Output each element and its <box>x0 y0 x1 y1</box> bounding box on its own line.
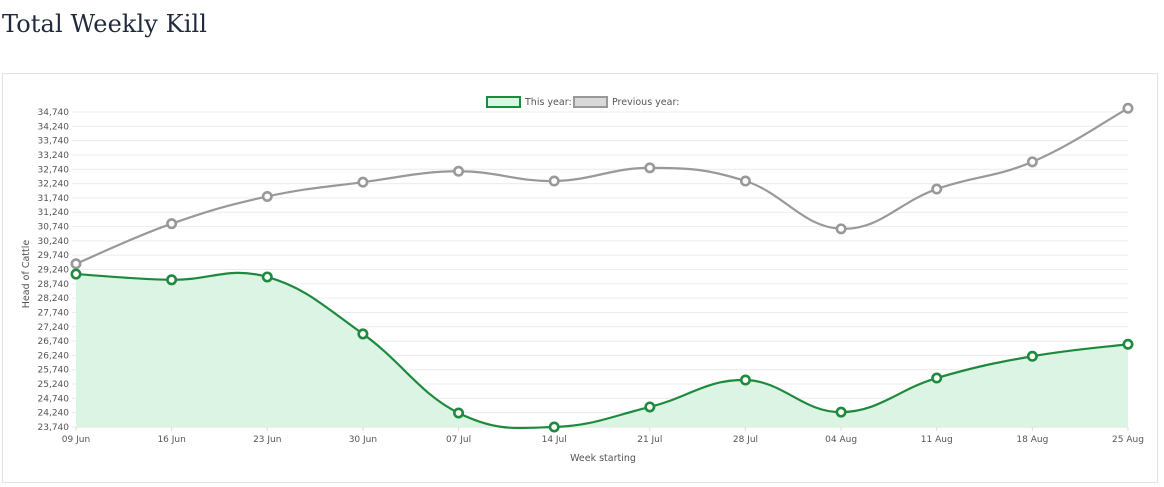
y-tick-label: 30,740 <box>38 223 70 233</box>
y-tick-label: 26,240 <box>38 351 70 361</box>
page-title: Total Weekly Kill <box>2 10 208 38</box>
previous-year-point <box>453 165 465 177</box>
previous-year-point <box>1122 102 1134 114</box>
this-year-point <box>835 406 847 418</box>
y-tick-label: 32,740 <box>38 165 70 175</box>
legend-item-this-year[interactable]: This year: <box>486 96 572 108</box>
y-tick-label: 28,240 <box>38 294 70 304</box>
legend-label-previous-year: Previous year: <box>612 97 679 108</box>
this-year-point <box>739 374 751 386</box>
y-tick-label: 29,740 <box>38 251 70 261</box>
previous-year-point <box>835 223 847 235</box>
y-tick-label: 28,740 <box>38 280 70 290</box>
x-tick-label: 23 Jun <box>253 435 281 445</box>
x-tick-label: 09 Jun <box>62 435 90 445</box>
y-tick-label: 24,740 <box>38 394 70 404</box>
y-tick-label: 31,740 <box>38 194 70 204</box>
x-tick-label: 16 Jun <box>157 435 185 445</box>
y-tick-label: 27,240 <box>38 323 70 333</box>
legend-swatch-previous-year <box>573 96 608 108</box>
this-year-point <box>166 274 178 286</box>
chart-card: 23,740 24,240 24,740 25,240 25,740 26,240 26,7… <box>2 73 1158 483</box>
x-tick-label: 25 Aug <box>1112 435 1144 445</box>
y-tick-label: 25,740 <box>38 366 70 376</box>
previous-year-point <box>166 218 178 230</box>
previous-year-point <box>261 190 273 202</box>
legend[interactable]: This year: Previous year: <box>486 96 679 108</box>
y-tick-label: 31,240 <box>38 208 70 218</box>
legend-swatch-this-year <box>486 96 521 108</box>
y-tick-label: 33,740 <box>38 137 70 147</box>
previous-year-point <box>548 175 560 187</box>
y-tick-label: 33,240 <box>38 151 70 161</box>
y-tick-label: 32,240 <box>38 180 70 190</box>
x-tick-label: 14 Jul <box>542 435 567 445</box>
series-layer <box>70 102 1134 433</box>
y-tick-label: 26,740 <box>38 337 70 347</box>
x-axis-title: Week starting <box>570 453 636 464</box>
legend-label-this-year: This year: <box>524 97 572 108</box>
this-year-point <box>644 401 656 413</box>
previous-year-point <box>357 176 369 188</box>
legend-item-previous-year[interactable]: Previous year: <box>573 96 679 108</box>
this-year-point <box>453 407 465 419</box>
y-axis-title: Head of Cattle <box>21 240 32 309</box>
previous-year-point <box>1026 156 1038 168</box>
x-tick-label: 21 Jul <box>637 435 662 445</box>
this-year-point <box>357 328 369 340</box>
previous-year-point <box>644 162 656 174</box>
this-year-point <box>1026 350 1038 362</box>
y-tick-label: 23,740 <box>38 423 70 433</box>
x-tick-label: 18 Aug <box>1016 435 1048 445</box>
y-tick-label: 24,240 <box>38 409 70 419</box>
previous-year-point <box>739 175 751 187</box>
this-year-point <box>548 421 560 433</box>
x-tick-label: 04 Aug <box>825 435 857 445</box>
y-tick-label: 29,240 <box>38 266 70 276</box>
y-tick-label: 34,240 <box>38 122 70 132</box>
x-tick-label: 11 Aug <box>921 435 953 445</box>
this-year-area <box>76 272 1128 429</box>
y-tick-label: 27,740 <box>38 308 70 318</box>
y-tick-label: 25,240 <box>38 380 70 390</box>
weekly-kill-chart: 23,740 24,240 24,740 25,240 25,740 26,240 26,7… <box>21 96 1144 464</box>
axis-layer: 23,740 24,240 24,740 25,240 25,740 26,240 26,7… <box>38 108 1144 445</box>
previous-year-point <box>70 258 82 270</box>
this-year-point <box>70 268 82 280</box>
x-tick-label: 07 Jul <box>446 435 471 445</box>
previous-year-point <box>931 183 943 195</box>
x-tick-label: 28 Jul <box>733 435 758 445</box>
this-year-point <box>931 372 943 384</box>
this-year-point <box>261 271 273 283</box>
y-tick-label: 30,240 <box>38 237 70 247</box>
y-tick-label: 34,740 <box>38 108 70 118</box>
previous-year-line <box>75 107 1129 265</box>
this-year-point <box>1122 338 1134 350</box>
x-tick-label: 30 Jun <box>349 435 377 445</box>
